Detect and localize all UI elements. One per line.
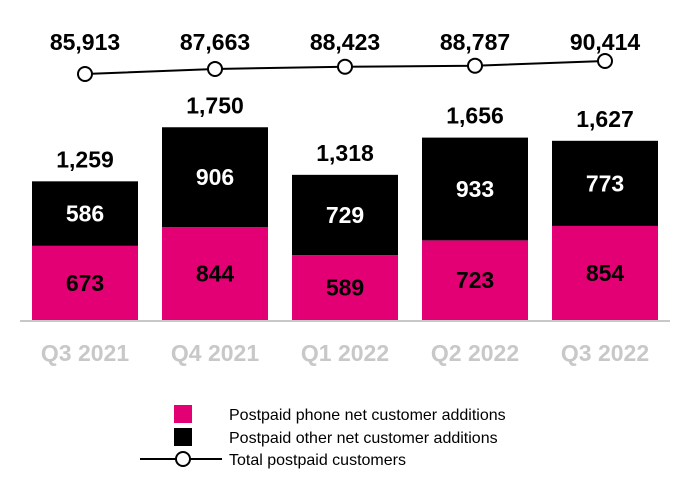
- bar-phone-2: [292, 255, 398, 320]
- category-label-1: Q4 2021: [171, 340, 259, 366]
- bars-group: 673 586 1,259 844 906 1,750 589 729 1,318 723 933 1…: [32, 92, 658, 320]
- label-phone-1: 844: [196, 261, 235, 287]
- total-line-label-4: 90,414: [570, 29, 641, 55]
- total-line-group: 85,913 87,663 88,423 88,787 90,414: [50, 29, 641, 82]
- label-total-4: 1,627: [576, 106, 634, 132]
- total-line-point-0: [77, 66, 93, 82]
- total-line-point-3: [467, 57, 483, 74]
- legend-swatch-phone: [174, 405, 192, 423]
- category-labels: Q3 2021 Q4 2021 Q1 2022 Q2 2022 Q3 2022: [41, 340, 649, 366]
- total-line-label-1: 87,663: [180, 29, 250, 55]
- category-label-3: Q2 2022: [431, 340, 519, 366]
- label-other-2: 729: [326, 202, 364, 228]
- bar-other-0: [32, 181, 138, 246]
- label-total-3: 1,656: [446, 103, 504, 129]
- bar-other-3: [422, 137, 528, 241]
- legend-label-line: Total postpaid customers: [229, 452, 406, 469]
- label-phone-3: 723: [456, 267, 494, 293]
- label-phone-0: 673: [66, 270, 104, 296]
- label-total-0: 1,259: [56, 146, 114, 172]
- bar-other-4: [552, 140, 658, 226]
- total-line-point-1: [207, 60, 223, 77]
- bar-phone-0: [32, 245, 138, 320]
- bar-other-2: [292, 174, 398, 256]
- bar-phone-3: [422, 240, 528, 320]
- bar-phone-4: [552, 225, 658, 320]
- total-line-point-4: [597, 53, 613, 69]
- total-line-point-2: [337, 58, 353, 75]
- label-total-1: 1,750: [186, 92, 244, 118]
- legend: Postpaid phone net customer additions Pos…: [140, 405, 506, 469]
- label-other-1: 906: [196, 164, 234, 190]
- total-line-label-2: 88,423: [310, 29, 380, 55]
- bar-phone-1: [162, 227, 268, 320]
- legend-label-phone: Postpaid phone net customer additions: [229, 407, 506, 424]
- label-phone-2: 589: [326, 275, 364, 301]
- category-label-2: Q1 2022: [301, 340, 389, 366]
- legend-swatch-other: [174, 428, 192, 446]
- category-label-0: Q3 2021: [41, 340, 129, 366]
- total-line-label-0: 85,913: [50, 29, 120, 55]
- label-other-0: 586: [66, 201, 104, 227]
- label-phone-4: 854: [586, 260, 625, 286]
- total-line-label-3: 88,787: [440, 29, 510, 55]
- label-other-4: 773: [586, 170, 624, 196]
- label-other-3: 933: [456, 176, 494, 202]
- label-total-2: 1,318: [316, 140, 374, 166]
- category-label-4: Q3 2022: [561, 340, 649, 366]
- legend-label-other: Postpaid other net customer additions: [229, 430, 498, 447]
- bar-other-1: [162, 127, 268, 228]
- legend-swatch-line-marker: [175, 451, 191, 467]
